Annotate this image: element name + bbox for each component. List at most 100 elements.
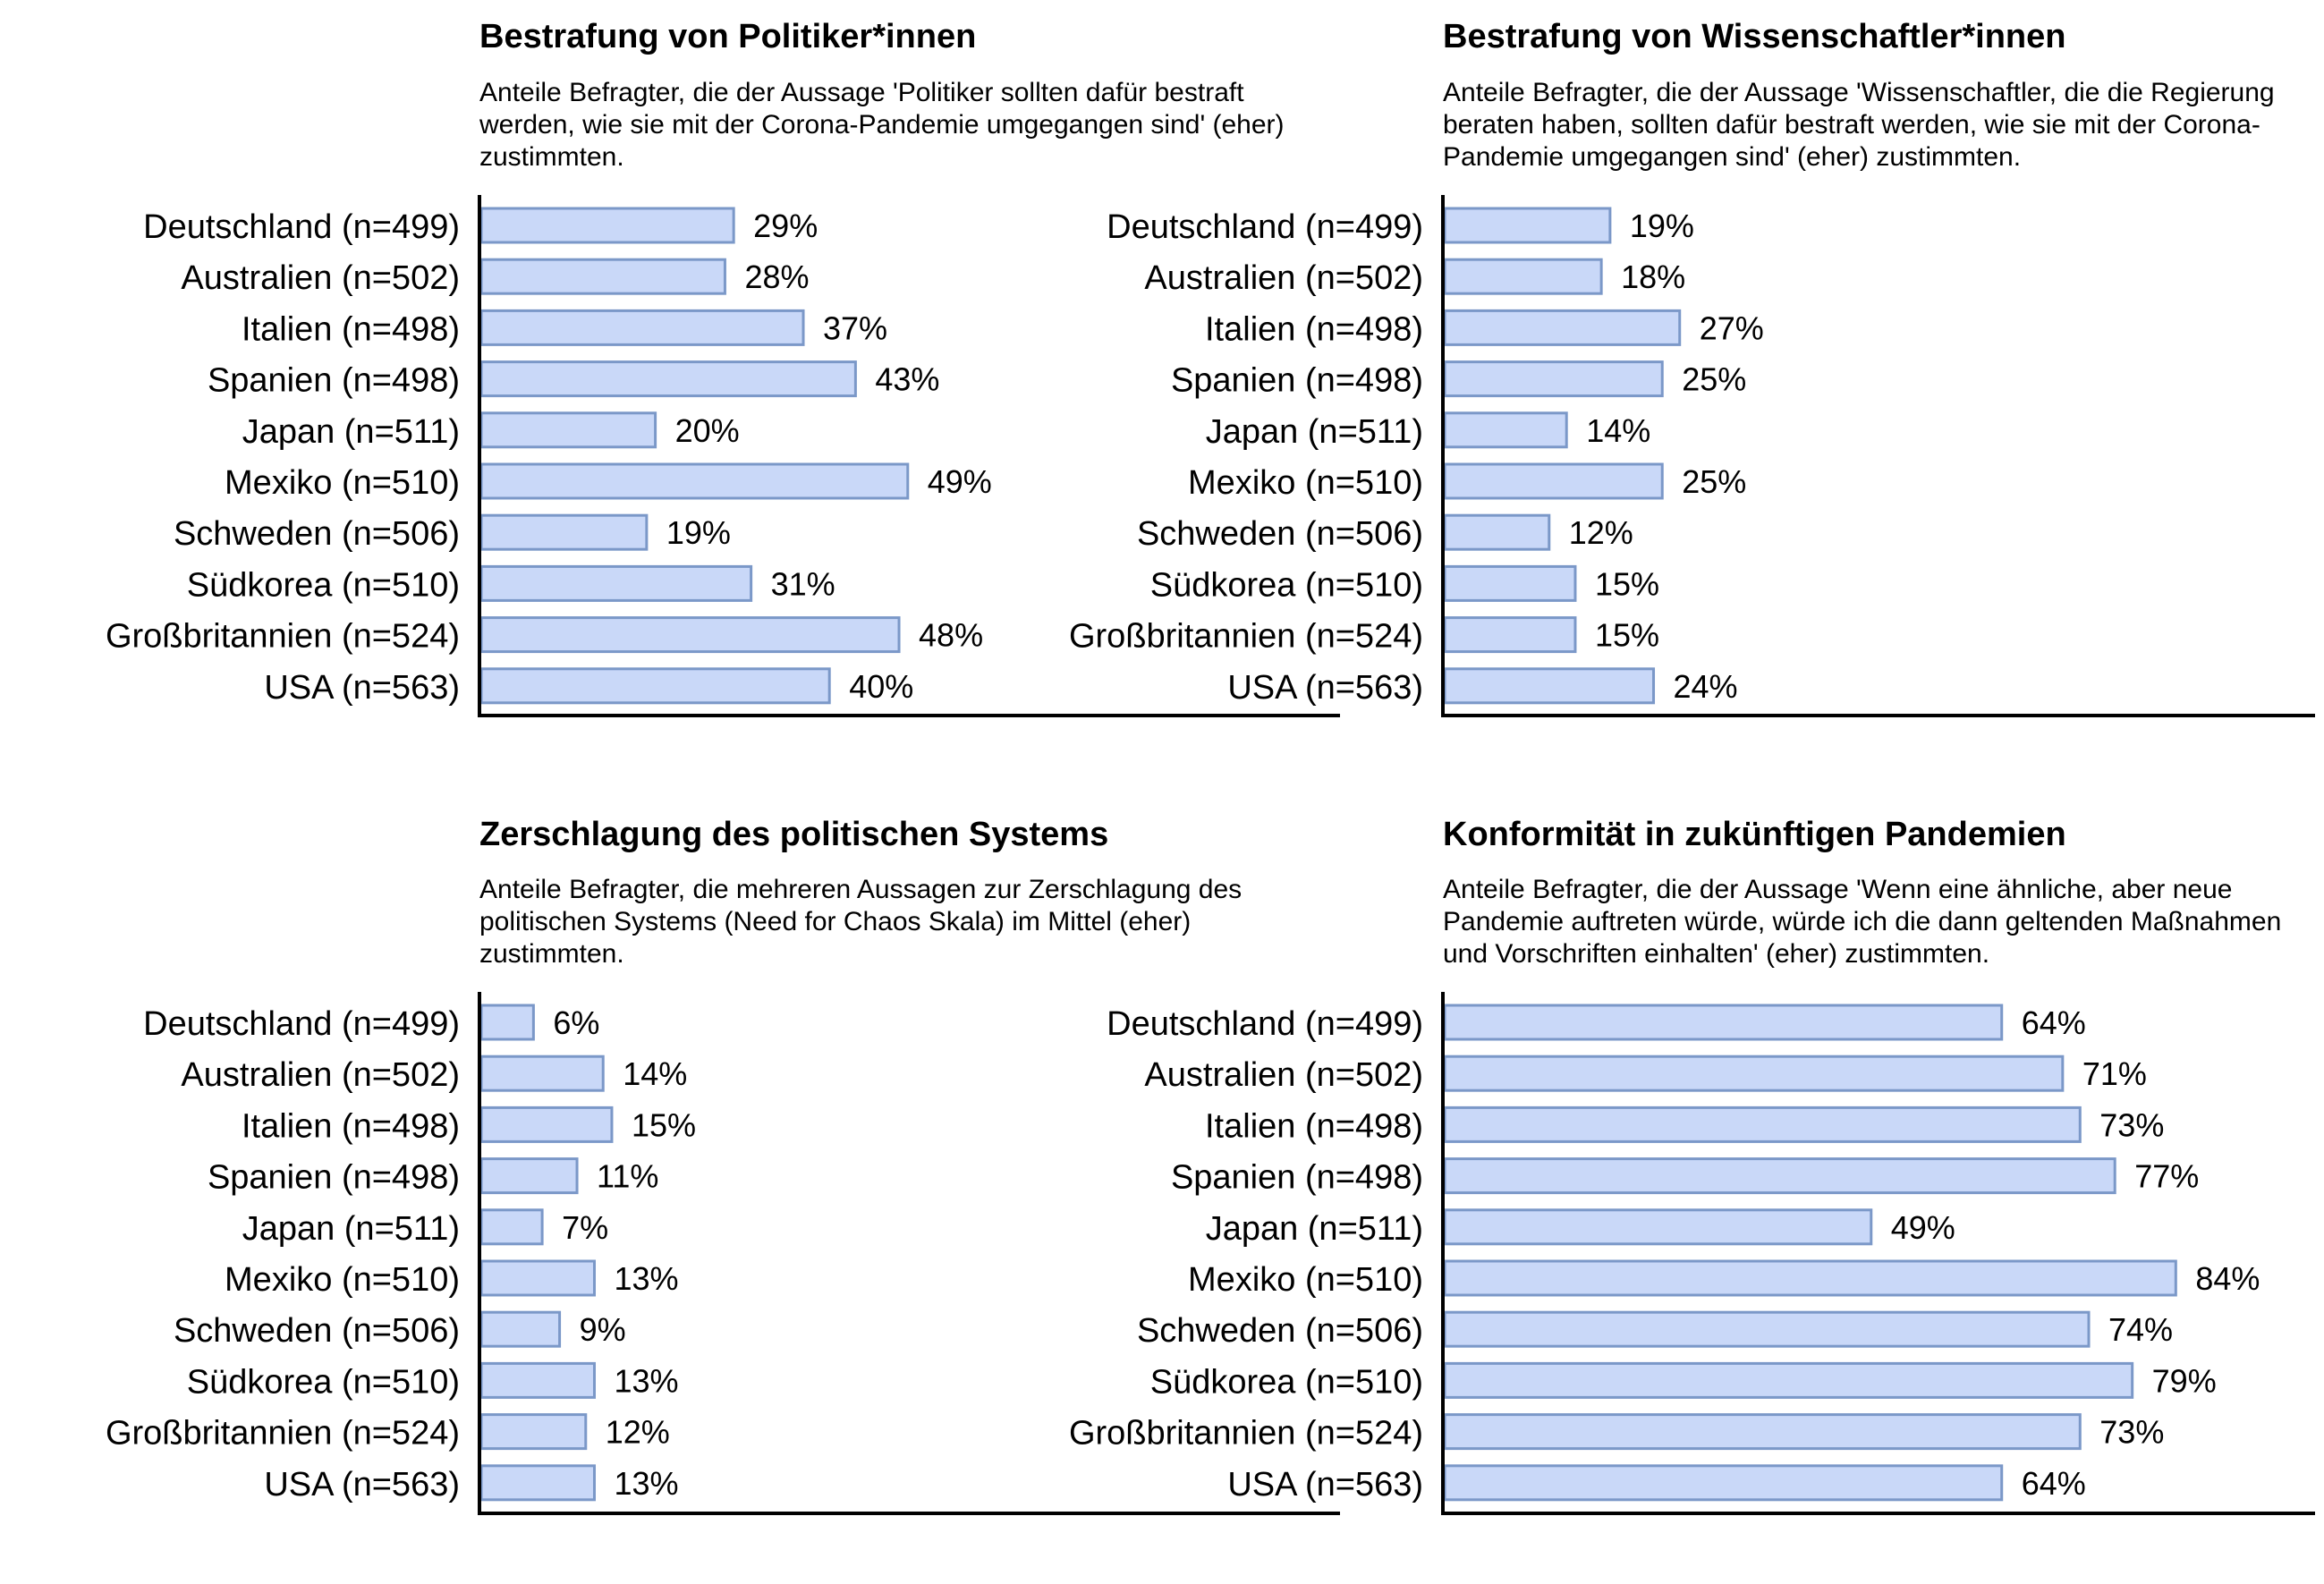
category-tick-label: Italien (n=498) xyxy=(1205,1107,1423,1145)
category-tick-label: Deutschland (n=499) xyxy=(1107,1005,1423,1043)
bar xyxy=(1443,1361,2134,1399)
bar xyxy=(479,616,901,654)
data-label: 18% xyxy=(1621,258,1685,295)
category-tick-label: Spanien (n=498) xyxy=(208,362,460,400)
category-tick-label: Australien (n=502) xyxy=(1144,259,1423,297)
data-label: 64% xyxy=(2022,1465,2086,1502)
chart-title: Konformität in zukünftigen Pandemien xyxy=(1443,816,2066,853)
bar xyxy=(1443,258,1603,295)
category-tick-label: Italien (n=498) xyxy=(1205,310,1423,348)
chart-subtitle: Anteile Befragter, die der Aussage 'Wenn… xyxy=(1443,875,2282,969)
category-tick-label: Mexiko (n=510) xyxy=(225,1261,460,1299)
data-label: 25% xyxy=(1682,361,1746,398)
category-tick-label: Südkorea (n=510) xyxy=(187,566,460,604)
bar xyxy=(479,1055,605,1092)
data-label: 13% xyxy=(614,1362,678,1399)
data-label: 37% xyxy=(823,309,887,346)
category-tick-label: Großbritannien (n=524) xyxy=(1069,1415,1423,1453)
data-label: 27% xyxy=(1700,309,1764,346)
bar xyxy=(1443,667,1656,705)
chart-subtitle: Anteile Befragter, die mehreren Aussagen… xyxy=(479,875,1243,969)
data-label: 13% xyxy=(614,1260,678,1297)
category-tick-label: Deutschland (n=499) xyxy=(1107,208,1423,246)
category-tick-label: Japan (n=511) xyxy=(242,413,460,451)
bar xyxy=(1443,1310,2091,1348)
data-label: 73% xyxy=(2099,1414,2164,1451)
bar xyxy=(1443,1004,2004,1041)
category-tick-label: USA (n=563) xyxy=(1227,1466,1423,1504)
data-label: 31% xyxy=(771,565,835,602)
bar xyxy=(479,1105,614,1143)
category-tick-label: Südkorea (n=510) xyxy=(1150,566,1423,604)
data-label: 14% xyxy=(1586,412,1650,449)
chart-title: Zerschlagung des politischen Systems xyxy=(479,816,1109,853)
data-label: 74% xyxy=(2108,1311,2173,1348)
bar xyxy=(1443,1105,2082,1143)
bar xyxy=(479,1310,562,1348)
data-label: 73% xyxy=(2099,1106,2164,1143)
bar xyxy=(479,207,735,244)
category-tick-label: Spanien (n=498) xyxy=(208,1159,460,1197)
category-tick-label: Großbritannien (n=524) xyxy=(106,1415,460,1453)
bar xyxy=(479,1259,596,1297)
category-tick-label: Italien (n=498) xyxy=(242,1107,460,1145)
data-label: 15% xyxy=(1595,617,1659,654)
data-label: 15% xyxy=(1595,565,1659,602)
category-tick-label: Schweden (n=506) xyxy=(174,515,460,553)
data-label: 15% xyxy=(632,1106,696,1143)
category-tick-label: Australien (n=502) xyxy=(181,1056,460,1094)
data-label: 48% xyxy=(919,617,983,654)
category-tick-label: Mexiko (n=510) xyxy=(1188,464,1423,502)
data-label: 24% xyxy=(1674,668,1738,705)
data-label: 84% xyxy=(2195,1260,2260,1297)
data-label: 12% xyxy=(1569,514,1633,551)
bar xyxy=(1443,1157,2116,1195)
category-tick-label: Spanien (n=498) xyxy=(1171,1159,1423,1197)
category-tick-label: Australien (n=502) xyxy=(1144,1056,1423,1094)
bar xyxy=(1443,360,1664,398)
chart-title: Bestrafung von Wissenschaftler*innen xyxy=(1443,18,2066,55)
category-tick-label: Südkorea (n=510) xyxy=(187,1363,460,1401)
category-tick-label: Großbritannien (n=524) xyxy=(106,618,460,656)
category-tick-label: Schweden (n=506) xyxy=(1137,515,1423,553)
bar xyxy=(1443,513,1551,551)
bar xyxy=(479,462,910,500)
data-label: 13% xyxy=(614,1465,678,1502)
data-label: 6% xyxy=(553,1004,599,1041)
data-label: 64% xyxy=(2022,1004,2086,1041)
category-tick-label: USA (n=563) xyxy=(264,1466,460,1504)
data-label: 11% xyxy=(597,1158,658,1195)
bar xyxy=(1443,1413,2082,1451)
category-tick-label: Spanien (n=498) xyxy=(1171,362,1423,400)
data-label: 25% xyxy=(1682,463,1746,500)
category-tick-label: Australien (n=502) xyxy=(181,259,460,297)
data-label: 71% xyxy=(2082,1055,2147,1092)
category-tick-label: Schweden (n=506) xyxy=(174,1312,460,1350)
data-label: 7% xyxy=(562,1209,608,1246)
category-tick-label: Deutschland (n=499) xyxy=(143,1005,460,1043)
data-label: 19% xyxy=(1630,208,1694,244)
data-label: 49% xyxy=(1891,1209,1955,1246)
data-label: 77% xyxy=(2134,1158,2199,1195)
data-label: 28% xyxy=(744,258,809,295)
bar xyxy=(1443,1464,2004,1502)
bar xyxy=(479,309,805,346)
category-tick-label: USA (n=563) xyxy=(1227,669,1423,707)
data-label: 43% xyxy=(875,361,939,398)
data-label: 19% xyxy=(666,514,731,551)
chart-subtitle: Anteile Befragter, die der Aussage 'Poli… xyxy=(479,78,1285,172)
data-label: 29% xyxy=(753,208,818,244)
bar xyxy=(1443,1259,2177,1297)
bar xyxy=(479,360,857,398)
category-tick-label: Schweden (n=506) xyxy=(1137,1312,1423,1350)
category-tick-label: Mexiko (n=510) xyxy=(225,464,460,502)
data-label: 14% xyxy=(623,1055,687,1092)
chart-title: Bestrafung von Politiker*innen xyxy=(479,18,977,55)
category-tick-label: Japan (n=511) xyxy=(242,1210,460,1248)
category-tick-label: Japan (n=511) xyxy=(1206,1210,1423,1248)
data-label: 79% xyxy=(2152,1362,2217,1399)
bar xyxy=(1443,1055,2065,1092)
category-tick-label: Mexiko (n=510) xyxy=(1188,1261,1423,1299)
category-tick-label: Großbritannien (n=524) xyxy=(1069,618,1423,656)
